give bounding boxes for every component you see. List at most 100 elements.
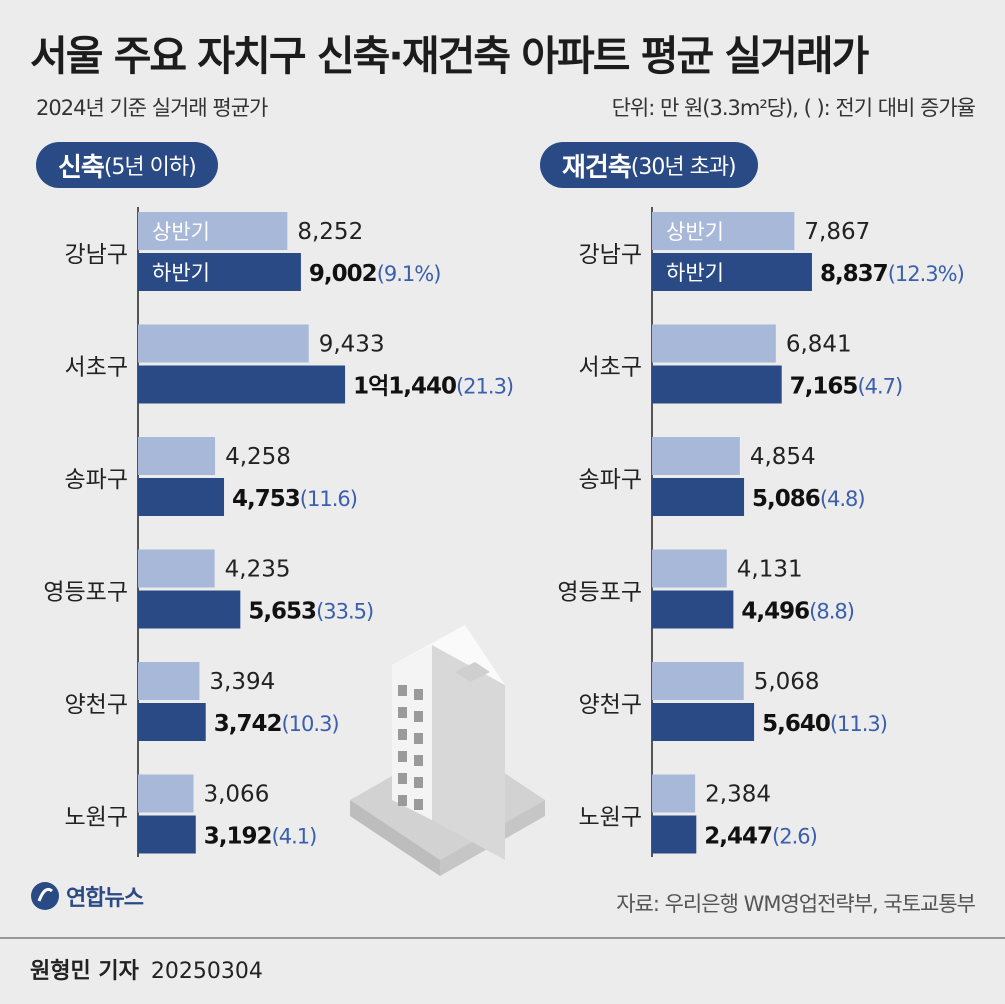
value-label-h1: 8,252 bbox=[297, 219, 363, 245]
value-label-h1: 6,841 bbox=[786, 332, 852, 358]
panel-label-new-bold: 신축 bbox=[58, 152, 105, 183]
unit-note: 단위: 만 원(3.3m²당), ( ): 전기 대비 증가율 bbox=[611, 96, 976, 120]
category-label: 서초구 bbox=[65, 355, 128, 381]
series-label-h2: 하반기 bbox=[666, 261, 724, 285]
yonhap-logo-icon bbox=[31, 882, 59, 910]
value-label-h2: 1억1,440(21.3) bbox=[353, 374, 513, 400]
building-window bbox=[414, 799, 423, 810]
building-window bbox=[398, 751, 407, 762]
value-label-h2: 4,496(8.8) bbox=[741, 599, 854, 625]
bar-h1 bbox=[652, 212, 795, 250]
category-label: 영등포구 bbox=[557, 580, 642, 606]
bar-h1 bbox=[138, 549, 215, 588]
value-label-h1: 3,066 bbox=[203, 782, 269, 808]
building-window bbox=[414, 777, 423, 788]
value-label-h2: 8,837(12.3%) bbox=[820, 261, 964, 287]
value-h2-number: 3,742 bbox=[214, 711, 282, 737]
value-h2-number: 8,837 bbox=[820, 261, 888, 287]
bar-h2 bbox=[652, 703, 755, 741]
growth-rate: (11.6) bbox=[300, 487, 357, 511]
bar-h2 bbox=[652, 815, 697, 854]
building-window bbox=[414, 733, 423, 744]
value-h2-number: 2,447 bbox=[704, 824, 772, 850]
building-window bbox=[414, 689, 423, 700]
value-h2-number: 4,496 bbox=[741, 599, 809, 625]
chart-title: 서울 주요 자치구 신축·재건축 아파트 평균 실거래가 bbox=[30, 32, 869, 80]
value-label-h1: 3,394 bbox=[209, 669, 275, 695]
chart-subtitle: 2024년 기준 실거래 평균가 bbox=[36, 96, 268, 120]
value-label-h1: 4,131 bbox=[737, 557, 803, 583]
growth-rate: (12.3%) bbox=[888, 262, 964, 286]
panel-label-rebuild-sub: (30년 초과) bbox=[630, 155, 737, 180]
category-label: 양천구 bbox=[65, 692, 128, 718]
bar-h1 bbox=[652, 774, 696, 813]
value-label-h2: 4,753(11.6) bbox=[232, 486, 357, 512]
growth-rate: (10.3) bbox=[281, 712, 338, 736]
growth-rate: (33.5) bbox=[316, 600, 373, 624]
value-label-h2: 5,653(33.5) bbox=[248, 599, 373, 625]
category-label: 양천구 bbox=[579, 692, 642, 718]
growth-rate: (4.1) bbox=[272, 825, 317, 849]
bar-h1 bbox=[652, 662, 744, 700]
bar-h1 bbox=[652, 437, 740, 475]
bar-h2 bbox=[652, 590, 734, 629]
bar-h1 bbox=[138, 774, 194, 813]
value-h2-number: 9,002 bbox=[309, 261, 377, 287]
building-window bbox=[398, 685, 407, 696]
building-window bbox=[398, 729, 407, 740]
panel-label-rebuild: 재건축 (30년 초과) bbox=[540, 142, 758, 188]
category-label: 노원구 bbox=[65, 805, 128, 831]
value-h2-number: 5,640 bbox=[762, 711, 830, 737]
value-h2-number: 5,653 bbox=[248, 599, 316, 625]
growth-rate: (2.6) bbox=[772, 825, 817, 849]
building-window bbox=[398, 795, 407, 806]
value-label-h2: 3,742(10.3) bbox=[214, 711, 339, 737]
growth-rate: (11.3) bbox=[830, 712, 887, 736]
bar-h2 bbox=[652, 478, 745, 516]
value-label-h2: 9,002(9.1%) bbox=[309, 261, 441, 287]
value-h2-number: 7,165 bbox=[790, 374, 858, 400]
value-label-h2: 5,640(11.3) bbox=[762, 711, 887, 737]
bar-h2 bbox=[652, 253, 812, 291]
value-h2-number: 4,753 bbox=[232, 486, 300, 512]
publish-date: 20250304 bbox=[150, 959, 263, 984]
bar-h1 bbox=[652, 549, 727, 588]
bar-h2 bbox=[138, 703, 206, 741]
bar-h2 bbox=[138, 478, 225, 516]
bar-h2 bbox=[138, 253, 301, 291]
category-label: 송파구 bbox=[579, 467, 642, 493]
footer-divider bbox=[0, 937, 1005, 939]
value-h2-number: 3,192 bbox=[204, 824, 272, 850]
panel-label-rebuild-bold: 재건축 bbox=[562, 152, 632, 183]
value-label-h1: 7,867 bbox=[804, 219, 870, 245]
growth-rate: (4.7) bbox=[857, 375, 902, 399]
category-label: 서초구 bbox=[579, 355, 642, 381]
bar-h1 bbox=[138, 662, 200, 700]
bar-h2 bbox=[138, 815, 196, 854]
category-label: 노원구 bbox=[579, 805, 642, 831]
bar-h1 bbox=[138, 437, 216, 475]
building-window bbox=[398, 773, 407, 784]
yonhap-logo: 연합뉴스 bbox=[30, 880, 144, 912]
value-label-h1: 4,235 bbox=[225, 557, 291, 583]
reporter-name: 원형민 기자 bbox=[30, 959, 139, 984]
building-window bbox=[414, 711, 423, 722]
growth-rate: (8.8) bbox=[809, 600, 854, 624]
value-label-h1: 4,258 bbox=[225, 444, 291, 470]
value-label-h2: 3,192(4.1) bbox=[204, 824, 317, 850]
bar-h2 bbox=[138, 365, 346, 404]
value-label-h1: 2,384 bbox=[705, 782, 771, 808]
growth-rate: (9.1%) bbox=[377, 262, 441, 286]
bar-h1 bbox=[652, 324, 776, 363]
category-label: 강남구 bbox=[579, 242, 642, 268]
category-label: 영등포구 bbox=[43, 580, 128, 606]
value-label-h2: 5,086(4.8) bbox=[752, 486, 865, 512]
logo-text: 연합뉴스 bbox=[66, 886, 144, 911]
category-label: 강남구 bbox=[65, 242, 128, 268]
value-label-h1: 4,854 bbox=[750, 444, 816, 470]
footer-credit: 원형민 기자 20250304 bbox=[30, 953, 263, 985]
source-note: 자료: 우리은행 WM영업전략부, 국토교통부 bbox=[616, 892, 976, 916]
growth-rate: (21.3) bbox=[456, 375, 513, 399]
